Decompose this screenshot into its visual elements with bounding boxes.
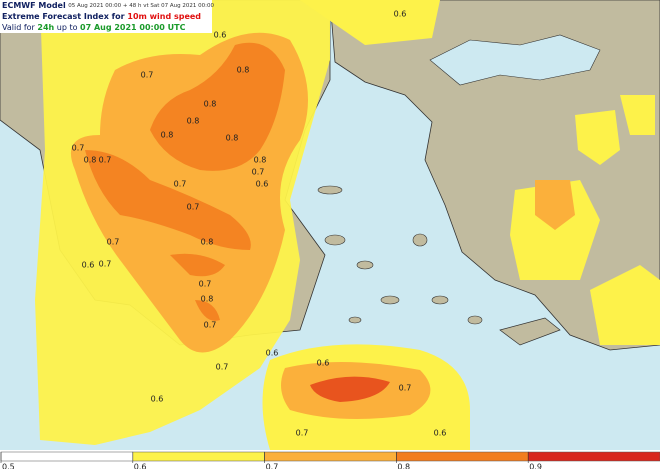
valid-period: 24h	[37, 23, 54, 32]
contour-label: 0.7	[99, 156, 112, 165]
contour-label: 0.6	[394, 10, 407, 19]
run: 05 Aug 2021 00:00 + 48 h vt Sat 07 Aug 2…	[68, 3, 214, 9]
contour-label: 0.8	[204, 100, 217, 109]
contour-label: 0.7	[187, 203, 200, 212]
colorbar-label: 0.9	[529, 463, 542, 469]
contour-label: 0.7	[199, 280, 212, 289]
contour-label: 0.7	[99, 260, 112, 269]
contour-label: 0.6	[317, 359, 330, 368]
colorbar-label: 0.7	[266, 463, 279, 469]
contour-label: 0.8	[161, 131, 174, 140]
contour-label: 0.6	[151, 395, 164, 404]
contour-label: 0.6	[256, 180, 269, 189]
contour-label: 0.8	[84, 156, 97, 165]
contour-label: 0.8	[201, 238, 214, 247]
contour-label: 0.7	[174, 180, 187, 189]
contour-label: 0.7	[252, 168, 265, 177]
contour-label: 0.7	[107, 238, 120, 247]
colorbar-segment	[396, 451, 529, 462]
header-line-1: ECMWF Model 05 Aug 2021 00:00 + 48 h vt …	[2, 1, 214, 10]
contour-label: 0.6	[82, 261, 95, 270]
contour-label: 0.8	[237, 66, 250, 75]
colorbar-label: 0.5	[2, 463, 15, 469]
contour-label: 0.8	[226, 134, 239, 143]
contour-label: 0.8	[187, 117, 200, 126]
contour-label: 0.8	[254, 156, 267, 165]
contour-label: 0.6	[266, 349, 279, 358]
colorbar-segment	[132, 451, 265, 462]
model: ECMWF Model	[2, 1, 66, 10]
contour-label: 0.7	[72, 144, 85, 153]
colorbar-label: 0.8	[397, 463, 410, 469]
colorbar-segment	[527, 451, 660, 462]
header-line-2: Extreme Forecast Index for 10m wind spee…	[2, 12, 201, 21]
contour-label: 0.7	[296, 429, 309, 438]
title-highlight: 10m wind speed	[127, 12, 201, 21]
contour-label: 0.7	[216, 363, 229, 372]
efi-shading	[35, 0, 660, 450]
contour-label: 0.7	[141, 71, 154, 80]
contour-label: 0.6	[214, 31, 227, 40]
valid-prefix: Valid for	[2, 23, 36, 32]
title-prefix: Extreme Forecast Index for	[2, 12, 125, 21]
valid-mid: up to	[57, 23, 78, 32]
colorbar-segment	[0, 451, 134, 462]
contour-label: 0.7	[204, 321, 217, 330]
contour-label: 0.7	[399, 384, 412, 393]
header-box	[0, 0, 212, 33]
valid-date: 07 Aug 2021 00:00 UTC	[80, 23, 186, 32]
colorbar-label: 0.6	[134, 463, 147, 469]
colorbar-segment	[264, 451, 397, 462]
header-line-3: Valid for 24h up to 07 Aug 2021 00:00 UT…	[2, 23, 186, 32]
contour-label: 0.6	[434, 429, 447, 438]
contour-label: 0.8	[201, 295, 214, 304]
